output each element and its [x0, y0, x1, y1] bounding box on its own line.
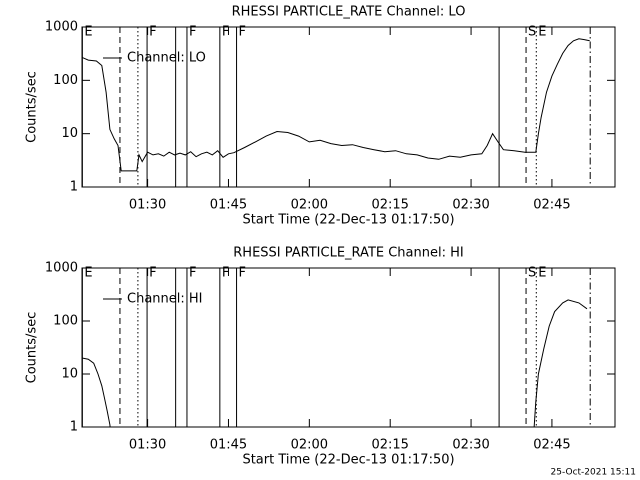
- data-line: [82, 299, 588, 427]
- y-tick-label: 10: [61, 367, 78, 382]
- data-line: [82, 38, 590, 172]
- x-axis-label: Start Time (22-Dec-13 01:17:50): [242, 453, 454, 468]
- footer: 25-Oct-2021 15:11: [551, 468, 636, 478]
- y-tick-label: 1000: [45, 261, 78, 276]
- x-tick-label: 02:15: [371, 438, 408, 453]
- event-label: S: [528, 25, 536, 40]
- x-tick-label: 01:45: [210, 438, 247, 453]
- chart-title: RHESSI PARTICLE_RATE Channel: HI: [233, 246, 463, 261]
- y-axis-label: Counts/sec: [25, 71, 40, 143]
- x-tick-label: 02:15: [371, 198, 408, 213]
- x-tick-label: 01:30: [129, 198, 166, 213]
- x-tick-label: 02:30: [452, 198, 489, 213]
- chart-title: RHESSI PARTICLE_RATE Channel: LO: [232, 5, 466, 20]
- y-tick-label: 1: [70, 420, 78, 435]
- event-label: E: [84, 25, 92, 40]
- x-tick-label: 01:45: [210, 198, 247, 213]
- x-tick-label: 01:30: [129, 438, 166, 453]
- y-tick-label: 100: [53, 73, 78, 88]
- event-label: F: [239, 266, 246, 281]
- x-tick-label: 02:45: [533, 198, 570, 213]
- x-axis-label: Start Time (22-Dec-13 01:17:50): [242, 213, 454, 228]
- y-tick-label: 1000: [45, 20, 78, 35]
- y-tick-label: 10: [61, 126, 78, 141]
- event-label: F: [189, 266, 196, 281]
- event-label: E: [538, 266, 546, 281]
- x-tick-label: 02:00: [291, 198, 328, 213]
- event-label: F: [189, 25, 196, 40]
- event-label: E: [538, 25, 546, 40]
- event-label: F: [149, 25, 156, 40]
- y-axis-label: Counts/sec: [25, 312, 40, 384]
- event-label: F: [222, 266, 229, 281]
- y-tick-label: 100: [53, 314, 78, 329]
- event-label: S: [528, 266, 536, 281]
- event-label: F: [149, 266, 156, 281]
- event-label: F: [239, 25, 246, 40]
- x-tick-label: 02:30: [452, 438, 489, 453]
- event-label: F: [222, 25, 229, 40]
- event-label: E: [84, 266, 92, 281]
- y-tick-label: 1: [70, 180, 78, 195]
- legend-label: Channel: LO: [127, 51, 206, 66]
- x-tick-label: 02:00: [291, 438, 328, 453]
- x-tick-label: 02:45: [533, 438, 570, 453]
- legend-label: Channel: HI: [127, 292, 203, 307]
